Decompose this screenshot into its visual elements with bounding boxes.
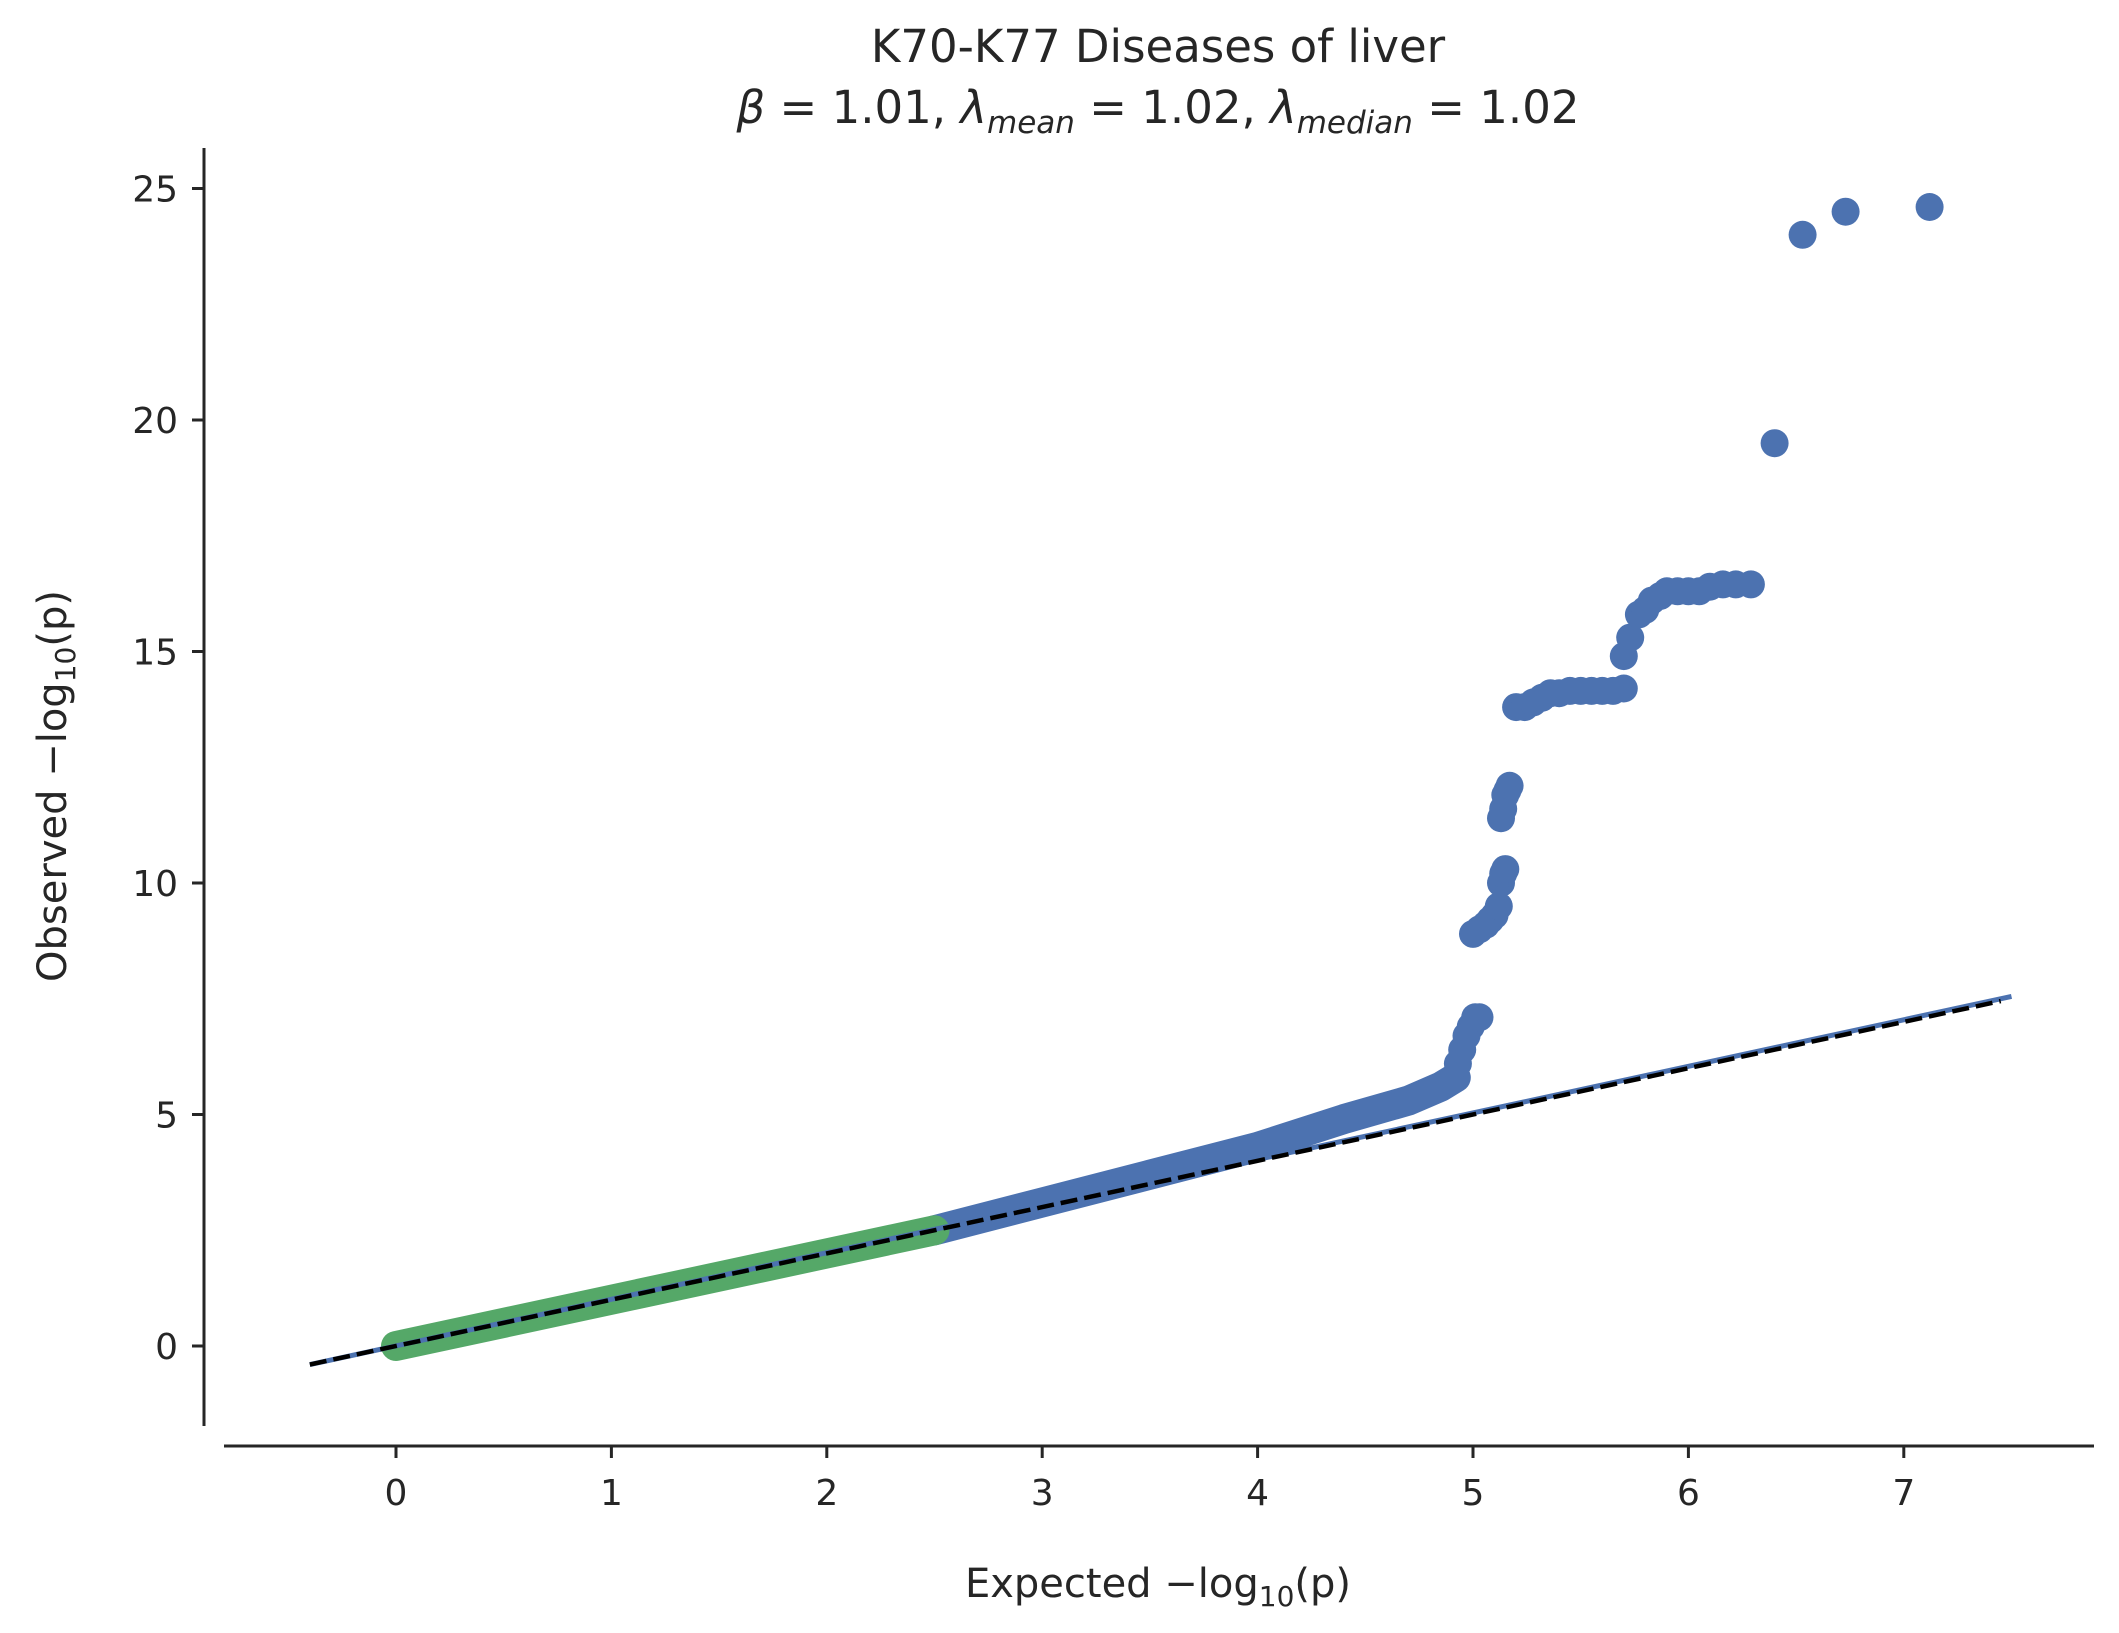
- scatter-points: [1443, 193, 1944, 1078]
- data-point: [1495, 771, 1524, 800]
- observed-points-band: [919, 1062, 1471, 1246]
- lambda-mean-equals: =: [1075, 81, 1141, 134]
- y-tick-label: 5: [155, 1096, 178, 1137]
- lambda-mean-value: 1.02: [1141, 81, 1241, 134]
- beta-equals: =: [765, 81, 831, 134]
- subtitle-separator: ,: [932, 81, 961, 134]
- data-point: [1616, 623, 1645, 652]
- beta-value: 1.01: [832, 81, 932, 134]
- y-tick-label: 0: [155, 1327, 178, 1368]
- x-tick-label: 4: [1246, 1473, 1269, 1514]
- data-point: [1831, 197, 1860, 226]
- y-tick-label: 25: [132, 170, 178, 211]
- y-tick-label: 15: [132, 633, 178, 674]
- x-tick-label: 3: [1031, 1473, 1054, 1514]
- lambda-median-value: 1.02: [1479, 81, 1579, 134]
- data-point: [1484, 892, 1513, 921]
- axis-ticks: 0 1 2 3 4 5 6 7 0 5 10 15 20 25: [132, 170, 1915, 1515]
- chart-subtitle: β = 1.01, λmean = 1.02, λmedian = 1.02: [736, 81, 1580, 141]
- data-point: [1491, 855, 1520, 884]
- data-point: [1915, 193, 1944, 221]
- y-tick-label: 20: [132, 401, 178, 442]
- data-point: [1609, 674, 1638, 703]
- data-point: [1788, 220, 1817, 249]
- data-point: [1736, 570, 1765, 599]
- x-tick-label: 1: [600, 1473, 623, 1514]
- lambda-median-symbol: λ: [1268, 81, 1297, 134]
- chart-title: K70-K77 Diseases of liver: [871, 20, 1446, 73]
- data-point: [1760, 429, 1789, 458]
- y-tick-label: 10: [132, 864, 178, 905]
- lambda-mean-symbol: λ: [958, 81, 987, 134]
- x-tick-label: 7: [1892, 1473, 1915, 1514]
- lambda-median-equals: =: [1413, 81, 1479, 134]
- lambda-median-sub: median: [1297, 105, 1413, 141]
- x-tick-label: 0: [385, 1473, 408, 1514]
- data-point: [1465, 1003, 1494, 1032]
- beta-symbol: β: [736, 81, 766, 134]
- reference-line: [309, 998, 2002, 1367]
- lambda-mean-sub: mean: [987, 105, 1075, 141]
- point-bands: [381, 1062, 1471, 1361]
- x-tick-label: 2: [815, 1473, 838, 1514]
- x-axis-label: Expected −log10(p): [965, 1561, 1351, 1613]
- subtitle-separator-2: ,: [1241, 81, 1270, 134]
- reference-lines: [309, 993, 2013, 1367]
- x-tick-label: 5: [1462, 1473, 1485, 1514]
- y-axis-label: Observed −log10(p): [30, 590, 82, 982]
- x-tick-label: 6: [1677, 1473, 1700, 1514]
